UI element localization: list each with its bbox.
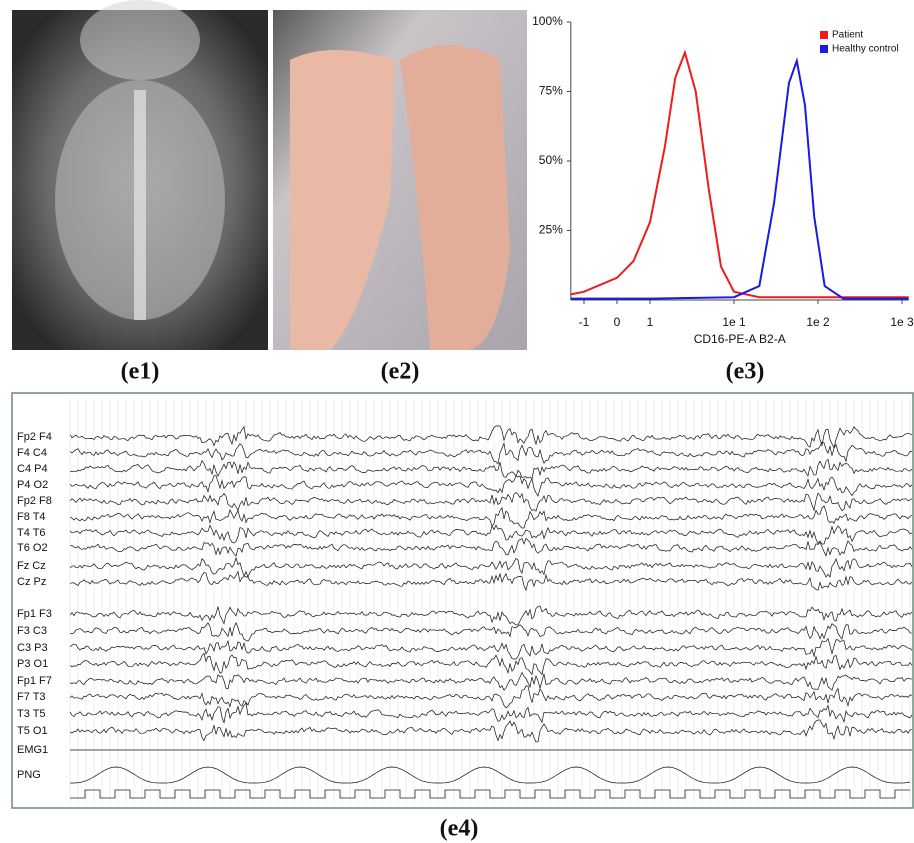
png-pulse bbox=[70, 789, 910, 799]
panel-label: (e1) bbox=[121, 359, 160, 385]
channel-label: F4 C4 bbox=[17, 447, 47, 459]
eeg-trace bbox=[69, 652, 913, 676]
channel-label: PNG bbox=[17, 769, 41, 781]
eeg-trace bbox=[69, 637, 913, 660]
eeg-trace bbox=[69, 425, 913, 449]
eeg-trace bbox=[69, 671, 913, 691]
eeg-trace bbox=[69, 524, 913, 545]
eeg-frame bbox=[11, 392, 914, 809]
eeg-traces: Fp2 F4 F4 C4 C4 P4 P4 O2 Fp2 F8 F8 T4 T4 T6 T6 … bbox=[17, 398, 913, 804]
x-tick-label: -1 bbox=[579, 315, 590, 329]
channel-label: T6 O2 bbox=[17, 542, 48, 554]
channel-label: F7 T3 bbox=[17, 691, 46, 703]
eeg-trace bbox=[69, 537, 913, 557]
x-tick-label: 1e 2 bbox=[806, 315, 830, 329]
eeg-trace bbox=[69, 458, 913, 480]
x-tick-label: 1e 3 bbox=[890, 315, 914, 329]
channel-label: F8 T4 bbox=[17, 511, 46, 523]
eeg-trace bbox=[69, 475, 913, 497]
eeg-trace bbox=[69, 685, 912, 709]
legend-swatch bbox=[820, 31, 828, 39]
panel-label: (e4) bbox=[440, 816, 479, 842]
legend-swatch bbox=[820, 45, 828, 53]
channel-label: P4 O2 bbox=[17, 479, 48, 491]
channel-label: T4 T6 bbox=[17, 527, 46, 539]
x-axis-label: CD16-PE-A B2-A bbox=[694, 332, 786, 346]
eeg-trace bbox=[69, 702, 913, 724]
x-tick-label: 0 bbox=[614, 315, 621, 329]
panel-label: (e3) bbox=[726, 359, 765, 385]
channel-label: C4 P4 bbox=[17, 463, 48, 475]
x-tick-label: 1 bbox=[647, 315, 654, 329]
legend-label: Patient bbox=[832, 30, 863, 41]
channel-label: T5 O1 bbox=[17, 725, 48, 737]
eeg-trace bbox=[69, 505, 913, 529]
eeg-trace bbox=[70, 766, 911, 784]
y-tick-label: 25% bbox=[539, 223, 563, 237]
eeg-trace bbox=[69, 719, 913, 743]
channel-label: P3 O1 bbox=[17, 658, 48, 670]
channel-label: Fp2 F8 bbox=[17, 495, 52, 507]
channel-label: Fp1 F3 bbox=[17, 608, 52, 620]
channel-label: Fp2 F4 bbox=[17, 431, 52, 443]
channel-label: T3 T5 bbox=[17, 708, 46, 720]
channel-label: Cz Pz bbox=[17, 576, 46, 588]
panel-label: (e2) bbox=[381, 359, 420, 385]
legend-label: Healthy control bbox=[832, 44, 899, 55]
e3-chart: 25% 50% 75% 100% -1 0 1 1e 1 1e 2 1e 3 CD16-PE-A B… bbox=[532, 14, 914, 346]
channel-label: Fp1 F7 bbox=[17, 675, 52, 687]
y-tick-label: 100% bbox=[532, 14, 563, 28]
series-line bbox=[570, 57, 909, 300]
eeg-trace bbox=[69, 492, 913, 512]
y-tick-label: 50% bbox=[539, 153, 563, 167]
x-tick-label: 1e 1 bbox=[722, 315, 746, 329]
eeg-trace bbox=[69, 622, 913, 642]
y-tick-label: 75% bbox=[539, 84, 563, 98]
eeg-trace bbox=[69, 556, 913, 578]
eeg-trace bbox=[69, 605, 913, 626]
feet-photo bbox=[273, 10, 527, 350]
xray-image bbox=[12, 0, 268, 350]
channel-label: Fz Cz bbox=[17, 560, 46, 572]
eeg-trace bbox=[69, 441, 913, 465]
channel-label: C3 P3 bbox=[17, 642, 48, 654]
eeg-trace bbox=[69, 570, 913, 592]
channel-label: EMG1 bbox=[17, 744, 48, 756]
channel-label: F3 C3 bbox=[17, 625, 47, 637]
series-line bbox=[570, 49, 909, 299]
